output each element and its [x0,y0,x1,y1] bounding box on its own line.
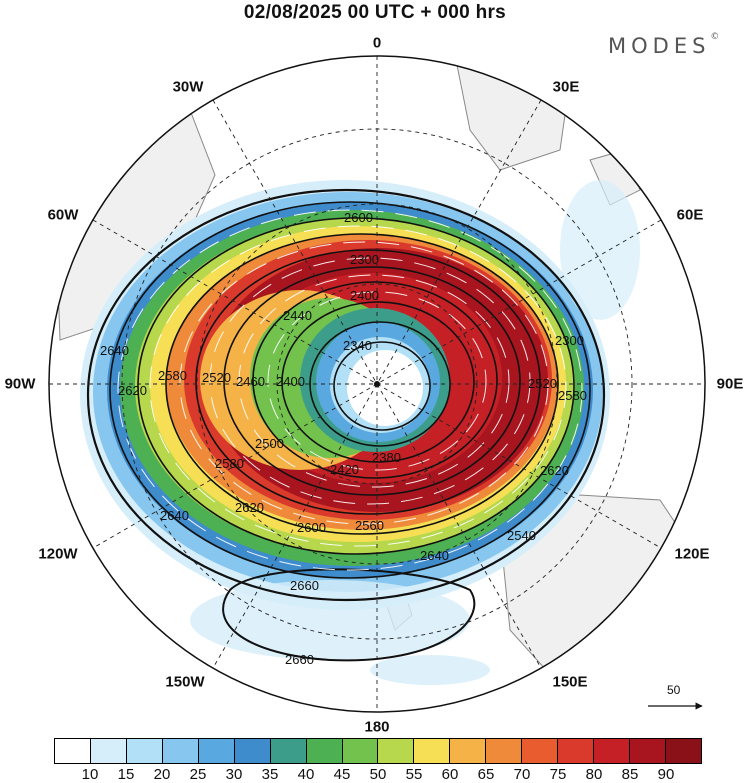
colorbar-swatch [378,739,415,763]
colorbar-tick-label: 15 [117,766,135,783]
colorbar-tick-label: 70 [513,766,531,783]
colorbar-swatch [665,739,701,763]
wind-streamlines [117,209,583,571]
graticule [49,56,705,712]
contour-label: 2620 [235,500,264,515]
colorbar-swatch [162,739,199,763]
map-boundary [48,55,706,713]
lon-label-120e: 120E [674,545,710,563]
colorbar-tick-label: 20 [153,766,171,783]
contour-label: 2400 [350,288,379,303]
colorbar-tick-label: 55 [405,766,423,783]
map-field [49,56,705,712]
contour-label: 2300 [350,252,379,267]
contour-label: 2460 [236,374,265,389]
lon-label-0: 0 [372,34,382,52]
colorbar-tick-label: 80 [585,766,603,783]
contour-label: 2620 [118,383,147,398]
colorbar-swatch [198,739,235,763]
colorbar-swatch [450,739,487,763]
map-title: 02/08/2025 00 UTC + 000 hrs [243,2,507,23]
contour-label: 2640 [420,548,449,563]
brand-logo: MODES© [608,32,720,58]
colorbar-tick-label: 60 [441,766,459,783]
colorbar-swatch [126,739,163,763]
lon-label-60w: 60W [47,206,79,224]
lon-label-150e: 150E [552,673,588,691]
geopotential-contours [86,188,606,662]
contour-label: 2400 [276,374,305,389]
colorbar-tick-label: 25 [189,766,207,783]
colorbar-swatch [522,739,559,763]
colorbar-tick-label: 75 [549,766,567,783]
colorbar-swatch [594,739,630,763]
colorbar-swatch [414,739,451,763]
contour-label: 2560 [355,518,384,533]
contour-label: 2660 [290,578,319,593]
colorbar [54,738,702,764]
lon-label-90e: 90E [716,375,744,393]
contour-label: 2640 [160,508,189,523]
contour-label: 2580 [215,456,244,471]
colorbar-tick-label: 90 [657,766,675,783]
contour-label: 2640 [100,343,129,358]
contour-label: 2440 [283,308,312,323]
lon-label-120w: 120W [38,545,78,563]
contour-label: 2580 [558,388,587,403]
colorbar-swatch [55,739,91,763]
contour-label: 2420 [330,462,359,477]
contour-label: 2520 [202,370,231,385]
colorbar-swatch [630,739,666,763]
contour-label: 2620 [540,463,569,478]
colorbar-tick-label: 85 [621,766,639,783]
colorbar-swatch [558,739,595,763]
lon-label-150w: 150W [165,673,205,691]
reference-vector-label: 50 [667,683,681,697]
contour-label: 2380 [372,450,401,465]
colorbar-tick-label: 65 [477,766,495,783]
lon-label-30w: 30W [172,78,204,96]
contour-label: 2580 [158,368,187,383]
colorbar-swatch [342,739,379,763]
contour-label: 2300 [555,333,584,348]
lon-label-60e: 60E [676,206,704,224]
south-pole-marker [374,381,380,387]
colorbar-swatch [306,739,343,763]
lon-label-90w: 90W [4,375,36,393]
contour-label: 2340 [343,338,372,353]
wind-speed-shading [80,180,640,685]
contour-label: 2600 [344,210,373,225]
contour-label: 2540 [507,528,536,543]
lon-label-30e: 30E [552,78,580,96]
colorbar-tick-label: 50 [369,766,387,783]
lon-label-180: 180 [364,718,390,736]
colorbar-swatch [90,739,127,763]
contour-label: 2520 [528,376,557,391]
colorbar-swatch [270,739,307,763]
contour-label: 2600 [297,520,326,535]
colorbar-swatch [234,739,271,763]
contour-labels: 2600 2300 2400 2340 2440 2580 2520 2460 … [100,210,587,667]
contour-label: 2660 [285,652,314,667]
contour-label: 2500 [255,436,284,451]
colorbar-swatch [486,739,523,763]
colorbar-tick-label: 30 [225,766,243,783]
colorbar-tick-label: 35 [261,766,279,783]
colorbar-tick-label: 40 [297,766,315,783]
colorbar-tick-label: 45 [333,766,351,783]
colorbar-tick-label: 10 [81,766,99,783]
